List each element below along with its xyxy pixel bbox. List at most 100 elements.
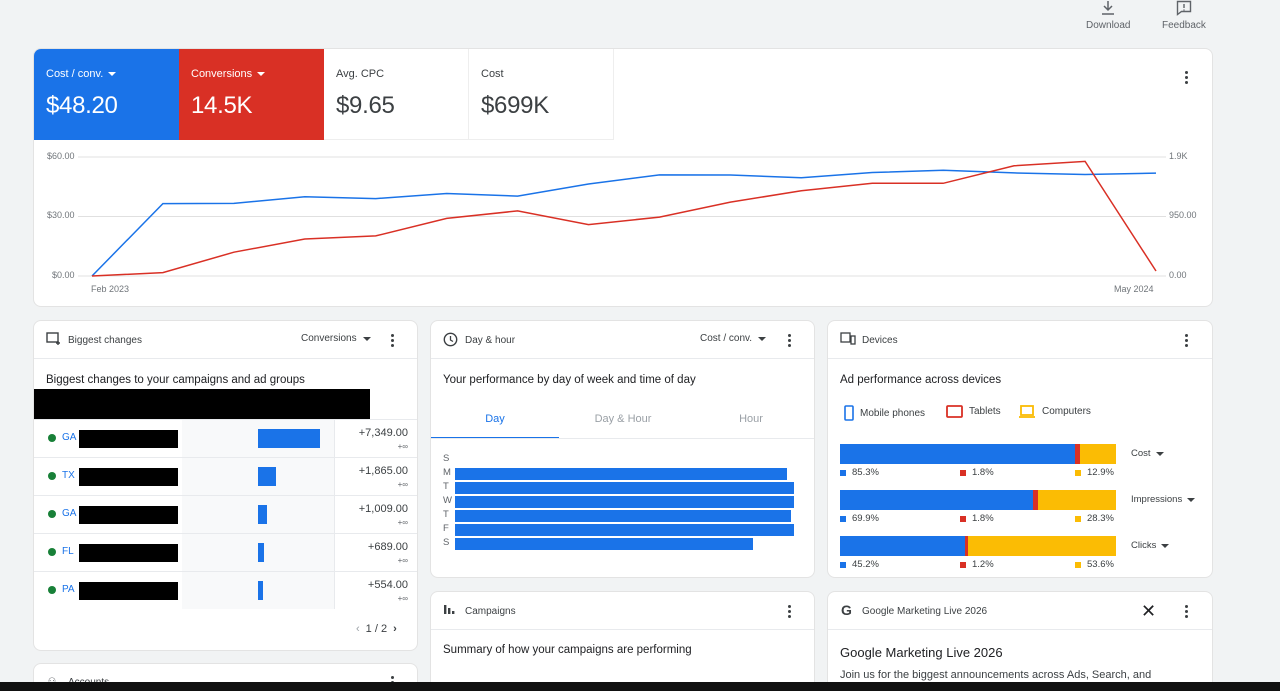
tab-hour[interactable]: Hour — [739, 413, 763, 425]
metric-dropdown[interactable]: Conversions — [301, 333, 371, 344]
row-name[interactable]: PA — [62, 584, 75, 595]
change-value: +7,349.00 — [358, 427, 408, 439]
device-percent: 85.3% — [840, 467, 879, 478]
device-percent: 53.6% — [1075, 559, 1114, 570]
metric-selector[interactable]: Clicks — [1131, 540, 1170, 551]
device-percent: 45.2% — [840, 559, 879, 570]
scorecard-cost-per-conv[interactable]: Cost / conv. $48.20 — [34, 49, 179, 140]
google-g-icon: G — [841, 602, 852, 618]
day-bar[interactable] — [455, 524, 794, 536]
taskbar-strip — [0, 682, 1280, 691]
tab-day[interactable]: Day — [485, 413, 505, 425]
device-share-bar[interactable] — [840, 490, 1116, 510]
scorecard-value: 14.5K — [191, 92, 253, 119]
more-options-icon[interactable] — [788, 334, 792, 349]
caret-down-icon[interactable] — [257, 72, 266, 76]
metric-dropdown[interactable]: Cost / conv. — [700, 333, 767, 344]
column-divider — [334, 458, 335, 495]
scorecard-conversions[interactable]: Conversions 14.5K — [179, 49, 324, 140]
scorecard-label: Conversions — [191, 68, 253, 80]
device-share-bar[interactable] — [840, 536, 1116, 556]
legend-label: Tablets — [969, 406, 1001, 417]
scorecard-cost[interactable]: Cost $699K — [469, 49, 614, 140]
row-name[interactable]: GA — [62, 432, 77, 443]
widget-title: Devices — [862, 335, 898, 346]
legend-swatch — [1075, 561, 1081, 568]
scorecard-value: $699K — [481, 92, 549, 119]
tab-day-and-hour[interactable]: Day & Hour — [594, 413, 652, 425]
device-percent: 1.8% — [960, 513, 994, 524]
table-row[interactable]: GA +1,009.00 +∞ — [34, 495, 417, 533]
widget-title: Campaigns — [465, 606, 516, 617]
device-share-bar[interactable] — [840, 444, 1116, 464]
table-row[interactable]: FL +689.00 +∞ — [34, 533, 417, 571]
more-options-icon[interactable] — [1185, 71, 1189, 86]
redacted-name — [79, 582, 178, 600]
caret-down-icon — [1161, 543, 1170, 548]
status-dot — [48, 586, 56, 594]
column-divider — [334, 420, 335, 457]
scorecard-avg-cpc[interactable]: Avg. CPC $9.65 — [324, 49, 469, 140]
change-value: +1,009.00 — [358, 503, 408, 515]
caret-down-icon[interactable] — [108, 72, 117, 76]
table-row[interactable]: PA +554.00 +∞ — [34, 571, 417, 609]
change-value: +689.00 — [367, 541, 408, 553]
close-icon[interactable]: ✕ — [1141, 601, 1157, 621]
scorecard-value: $48.20 — [46, 92, 118, 119]
day-bar[interactable] — [455, 482, 794, 494]
more-options-icon[interactable] — [391, 334, 395, 349]
day-label: S — [443, 537, 450, 548]
more-options-icon[interactable] — [788, 605, 792, 620]
legend-swatch — [840, 469, 846, 476]
day-bar[interactable] — [455, 538, 753, 550]
percent-value: 28.3% — [1087, 513, 1114, 524]
legend-computer: Computers — [1018, 405, 1091, 418]
biggest-changes-card: Biggest changes Conversions Biggest chan… — [33, 320, 418, 651]
y-right-tick: 950.00 — [1169, 210, 1197, 220]
widget-title: Google Marketing Live 2026 — [862, 606, 988, 617]
scorecard-label: Cost — [481, 68, 504, 80]
pagination: ‹ 1 / 2 › — [356, 623, 397, 635]
mobile-segment — [840, 444, 1076, 464]
promo-card: G Google Marketing Live 2026 ✕ Google Ma… — [827, 591, 1213, 691]
table-row[interactable]: TX +1,865.00 +∞ — [34, 457, 417, 495]
metric-selector[interactable]: Impressions — [1131, 494, 1196, 505]
day-bar[interactable] — [455, 468, 787, 480]
row-name[interactable]: TX — [62, 470, 75, 481]
day-label: S — [443, 453, 450, 464]
download-button[interactable]: Download — [1086, 0, 1130, 31]
download-icon — [1102, 1, 1115, 15]
legend-mobile: Mobile phones — [844, 405, 925, 421]
day-label: M — [443, 467, 451, 478]
widget-subtitle: Summary of how your campaigns are perfor… — [443, 644, 692, 656]
more-options-icon[interactable] — [1185, 334, 1189, 349]
day-label: W — [443, 495, 452, 506]
accounts-icon: ⚇ — [48, 676, 57, 686]
column-divider — [334, 572, 335, 609]
change-percent: +∞ — [397, 594, 408, 603]
bar-chart-icon — [444, 605, 455, 614]
feedback-button[interactable]: Feedback — [1162, 0, 1206, 31]
device-percent: 12.9% — [1075, 467, 1114, 478]
day-bar[interactable] — [455, 496, 794, 508]
feedback-label: Feedback — [1162, 20, 1206, 31]
tabs-divider — [431, 438, 814, 439]
legend-swatch — [960, 469, 966, 476]
row-name[interactable]: FL — [62, 546, 74, 557]
prev-page-icon[interactable]: ‹ — [356, 623, 360, 635]
metric-selector[interactable]: Cost — [1131, 448, 1164, 459]
more-options-icon[interactable] — [1185, 605, 1189, 620]
mobile-segment — [840, 536, 965, 556]
mobile-phone-icon — [844, 405, 854, 421]
mobile-segment — [840, 490, 1033, 510]
promo-body: Join us for the biggest announcements ac… — [840, 669, 1152, 681]
table-row[interactable]: GA +7,349.00 +∞ — [34, 419, 417, 457]
day-bar[interactable] — [455, 510, 791, 522]
legend-swatch — [960, 561, 966, 568]
y-right-tick: 0.00 — [1169, 270, 1187, 280]
column-divider — [334, 496, 335, 533]
tablet-segment — [964, 536, 969, 556]
row-name[interactable]: GA — [62, 508, 77, 519]
next-page-icon[interactable]: › — [393, 623, 397, 635]
day-label: T — [443, 509, 449, 520]
